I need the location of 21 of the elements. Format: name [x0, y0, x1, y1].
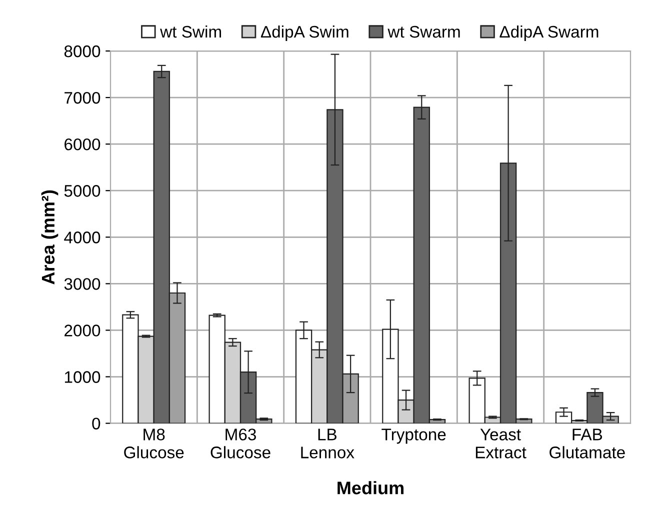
x-tick-label: M63 Glucose [210, 428, 270, 458]
y-tick-label: 7000 [64, 92, 100, 104]
y-tick-label: 2000 [64, 324, 100, 336]
y-axis-title: Area (mm²) [41, 190, 58, 284]
y-tick-label: 6000 [64, 138, 100, 150]
legend-label: wt Swim [160, 25, 222, 38]
x-tick-label: Yeast Extract [476, 428, 526, 458]
legend-label: ΔdipA Swarm [500, 25, 598, 41]
y-tick-label: 0 [92, 418, 100, 430]
x-axis-title: Medium [338, 481, 404, 494]
x-tick-label: M8 Glucose [124, 428, 184, 458]
y-tick-label: 4000 [64, 232, 100, 244]
y-tick-label: 1000 [64, 371, 100, 383]
x-tick-label: FAB Glutamate [550, 428, 625, 458]
legend-label: wt Swarm [388, 26, 460, 38]
y-tick-label: 3000 [64, 278, 100, 290]
y-tick-label: 5000 [64, 185, 100, 197]
x-tick-label: Tryptone [382, 428, 446, 444]
y-tick-label: 8000 [64, 45, 100, 58]
x-tick-label: LB Lennox [301, 428, 354, 458]
legend-label: ΔdipA Swim [260, 25, 348, 41]
